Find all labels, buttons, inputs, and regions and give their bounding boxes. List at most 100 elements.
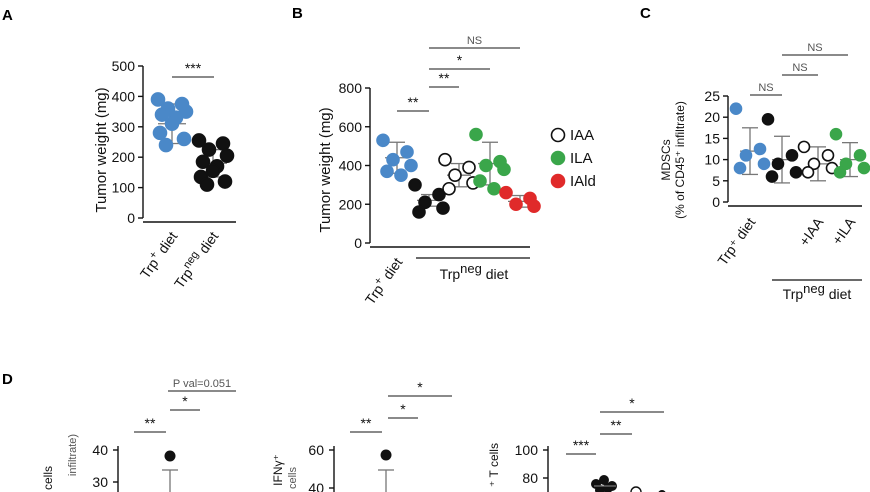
- panel-b-x-tick-label-0: Trp+ diet: [360, 253, 405, 307]
- panel-a-sig-label-0: ***: [185, 60, 202, 76]
- panel-c-group-label: Trpneg diet: [783, 281, 852, 302]
- panel-b-sig-label-3: NS: [467, 35, 482, 47]
- panel-c-series-3-point-3: [857, 161, 870, 175]
- panel-a-series-1-point-1: [215, 136, 231, 151]
- panel-c-series-2-point-1: [821, 149, 835, 162]
- panel-c-series-3-point-0: [829, 127, 843, 141]
- panel-b-series-1-point-3: [436, 201, 450, 215]
- panel-c-y-axis-label-line1: MDSCs: [659, 139, 673, 180]
- panel-b-sig-label-2: *: [457, 52, 463, 68]
- panel-c-y-tick-label-3: 15: [704, 130, 720, 146]
- panel-b-y-tick-label-0: 0: [354, 235, 362, 251]
- panel-b-y-tick-label-2: 400: [339, 158, 363, 174]
- panel-c-x-tick-label-3: +ILA: [829, 214, 859, 248]
- panel-b-group-label: Trpneg diet: [440, 261, 509, 282]
- panel-a-y-tick-label-2: 200: [112, 149, 136, 165]
- panel-b-series-3-point-5: [487, 181, 501, 196]
- panel-b-y-tick-label-4: 800: [339, 80, 363, 96]
- panel-b-series-0-point-5: [394, 168, 408, 182]
- panel-a-series-1-point-3: [219, 148, 235, 163]
- panel-c-series-0-point-4: [733, 161, 747, 175]
- panel-a-series-1-point-0: [191, 133, 207, 148]
- panel-a-series-0-point-6: [164, 116, 180, 132]
- panel-d3-point-5: [630, 486, 642, 492]
- panel-b-legend-marker-2: [550, 173, 566, 189]
- panel-a-series-0-point-9: [158, 137, 174, 153]
- panel-b-y-tick-label-3: 600: [339, 119, 363, 135]
- panel-d2-sig-label-0: **: [361, 415, 372, 431]
- panel-b-series-4-point-0: [499, 185, 513, 200]
- panel-b-series-0-point-2: [386, 152, 400, 167]
- panel-c-sig-label-1: NS: [792, 62, 807, 74]
- panel-c-y-tick-label-0: 0: [712, 194, 720, 210]
- panel-c-x-tick-label-2: +IAA: [796, 214, 827, 249]
- panel-b-y-axis-label: Tumor weight (mg): [317, 107, 334, 232]
- panel-b-series-4-point-2: [509, 197, 523, 212]
- panel-d2-point-0: [380, 449, 392, 461]
- panel-c-series-3-point-2: [839, 157, 853, 171]
- panel-d3-y-tick-label-1: 80: [522, 470, 538, 486]
- panel-c-sig-label-2: NS: [807, 42, 822, 54]
- panel-d2-sig-label-2: *: [417, 379, 423, 395]
- panel-c-y-tick-label-5: 25: [704, 88, 720, 104]
- panel-d3-point-1: [599, 475, 609, 485]
- panel-c-series-0-point-3: [757, 157, 771, 171]
- panel-a-y-tick-label-4: 400: [112, 88, 136, 104]
- panel-b-series-3-point-0: [469, 127, 483, 142]
- panel-d1-sig-label-0: **: [145, 415, 156, 431]
- panel-a-y-tick-label-5: 500: [112, 58, 136, 74]
- panel-d3-sig-label-2: *: [629, 395, 635, 411]
- panel-b-legend-marker-1: [550, 150, 566, 166]
- panel-a-series-1-point-6: [205, 163, 221, 179]
- panel-d1-y-axis-label: cells: [41, 466, 55, 490]
- panel-c-y-axis-label-line2: (% of CD45⁺ infiltrate): [673, 101, 687, 219]
- panel-d2-y-axis-label-2: cells: [287, 467, 299, 490]
- panel-d3-sig-label-0: ***: [573, 437, 590, 453]
- panel-b-series-0-point-0: [376, 133, 390, 148]
- panel-b-sig-label-0: **: [408, 94, 419, 110]
- panel-b-series-1-point-4: [412, 205, 426, 219]
- panel-b-series-2-point-1: [462, 160, 476, 175]
- panel-d3-point-3: [595, 485, 605, 492]
- panel-b-legend-label-2: IAld: [570, 173, 596, 190]
- panel-b-series-0-point-3: [404, 158, 418, 173]
- panel-a-series-1-point-8: [217, 174, 233, 189]
- panel-b-series-1-point-0: [408, 178, 422, 192]
- panel-c-series-2-point-2: [807, 157, 821, 171]
- panel-b-legend-marker-0: [550, 127, 566, 143]
- panel-b-y-tick-label-1: 200: [339, 196, 363, 212]
- panel-c-y-tick-label-1: 5: [712, 173, 720, 189]
- panel-c-y-tick-label-2: 10: [704, 152, 720, 168]
- panel-b-series-1-point-2: [418, 195, 432, 210]
- panel-c-x-tick-label-0: Trp⁺ diet: [714, 214, 758, 268]
- panel-c-series-0-point-1: [753, 142, 767, 156]
- panel-d3-y-tick-label-0: 100: [515, 442, 539, 458]
- panel-b-series-4-point-3: [527, 199, 541, 213]
- panel-d3-sig-label-1: **: [611, 417, 622, 433]
- panel-b-series-0-point-1: [400, 145, 414, 159]
- panel-letter-a: A: [2, 7, 13, 24]
- panel-c-series-0-point-2: [739, 149, 753, 162]
- panel-d1-y-tick-label-1: 30: [92, 474, 108, 490]
- panel-c-series-0-point-0: [729, 102, 743, 116]
- panel-b-legend-label-0: IAA: [570, 127, 594, 144]
- panel-d2-y-tick-label-0: 60: [308, 442, 324, 458]
- panel-b-series-2-point-4: [442, 181, 456, 196]
- panel-d3-y-axis-label: ⁺ T cells: [487, 443, 501, 487]
- panel-d1-point-0: [164, 450, 176, 462]
- panel-c-y-tick-label-4: 20: [704, 109, 720, 125]
- panel-b-series-0-point-4: [380, 164, 394, 179]
- panel-c-sig-label-0: NS: [758, 82, 773, 94]
- panel-d2-sig-label-1: *: [400, 401, 406, 417]
- panel-b-series-3-point-4: [473, 174, 487, 188]
- panel-a-series-0-point-4: [154, 107, 170, 122]
- panel-c-series-2-point-0: [797, 140, 811, 154]
- panel-c-series-3-point-1: [853, 149, 867, 162]
- panel-a-y-tick-label-3: 300: [112, 119, 136, 135]
- panel-c-series-2-point-4: [801, 166, 815, 179]
- panel-c-series-1-point-2: [771, 157, 785, 171]
